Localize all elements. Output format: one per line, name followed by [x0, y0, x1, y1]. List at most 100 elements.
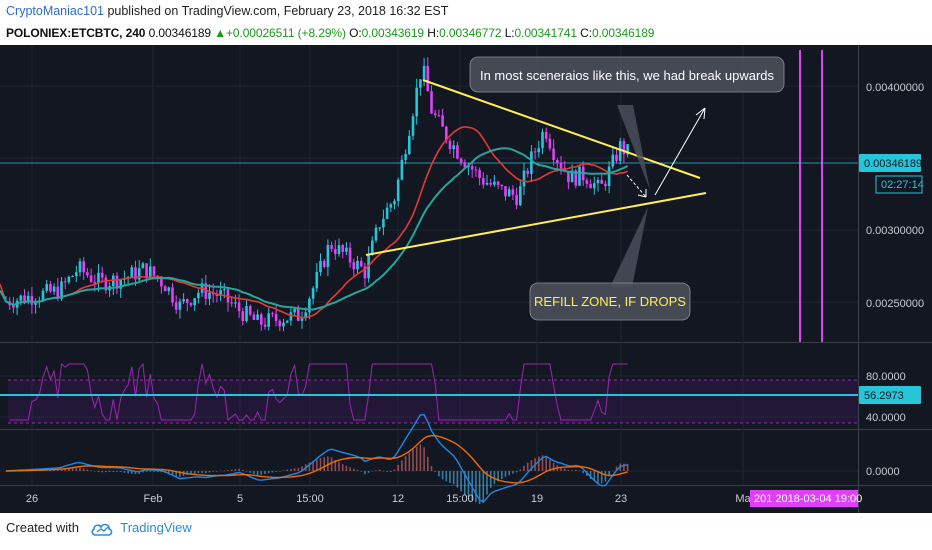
histogram-bar — [364, 471, 366, 475]
histogram-bar — [445, 471, 448, 482]
histogram-bar — [575, 469, 577, 471]
histogram-bar — [615, 466, 618, 471]
histogram-bar — [353, 468, 355, 471]
close-value: 0.00346189 — [591, 26, 655, 40]
histogram-bar — [560, 466, 562, 471]
histogram-bar — [489, 471, 492, 488]
price-pane[interactable] — [0, 45, 858, 342]
histogram-bar — [386, 471, 388, 472]
candle-body — [456, 145, 459, 159]
histogram-bar — [401, 460, 403, 471]
histogram-bar — [427, 456, 429, 471]
upper-trendline[interactable] — [422, 79, 701, 179]
histogram-bar — [412, 449, 414, 471]
candle-body — [248, 306, 252, 315]
candle-body — [544, 131, 548, 139]
lower-trendline[interactable] — [365, 192, 707, 256]
candle-body — [141, 263, 145, 269]
candle-body — [189, 302, 193, 306]
histogram-bar — [171, 471, 174, 476]
candle-body — [359, 260, 363, 267]
candle-body — [470, 166, 474, 170]
histogram-bar — [597, 471, 599, 484]
candle-body — [86, 272, 89, 276]
candle-body — [123, 278, 126, 280]
tradingview-link[interactable]: TradingView — [120, 520, 192, 535]
time-axis: 26 Feb 5 15:00 12 15:00 19 23 Ma — [26, 493, 752, 505]
histogram-bar — [493, 471, 496, 484]
candle-body — [30, 295, 34, 305]
candle-body — [274, 313, 278, 321]
histogram-bar — [90, 470, 92, 471]
histogram-bar — [323, 457, 325, 471]
time-tick: 12 — [392, 493, 404, 505]
candle-body — [160, 278, 163, 287]
candle-body — [267, 313, 270, 327]
author-link[interactable]: CryptoManiac101 — [6, 4, 104, 18]
candle-body — [507, 189, 511, 197]
candle-body — [578, 166, 581, 186]
ma-teal-line — [0, 147, 629, 311]
candle-body — [337, 245, 341, 255]
histogram-bar — [116, 471, 118, 472]
candle-body — [519, 186, 522, 206]
time-tick: Feb — [144, 493, 163, 505]
candle-body — [500, 184, 504, 187]
countdown-label: 02:27:14 — [881, 179, 924, 191]
candle-body — [82, 261, 85, 273]
candle-body — [245, 306, 248, 322]
histogram-bar — [197, 471, 200, 473]
histogram-bar — [441, 471, 444, 480]
histogram-bar — [153, 471, 155, 472]
candle-body — [493, 181, 496, 185]
histogram-bar — [512, 471, 514, 474]
candle-body — [178, 301, 182, 310]
histogram-bar — [371, 471, 374, 472]
top-annotation[interactable]: In most sceneraios like this, we had bre… — [469, 56, 785, 190]
histogram-bar — [397, 464, 399, 471]
candle-body — [622, 141, 626, 155]
candle-body — [389, 204, 393, 208]
candle-body — [600, 179, 603, 184]
histogram-bar — [475, 471, 477, 503]
candle-body — [570, 170, 574, 183]
candle-body — [511, 189, 515, 195]
candle-body — [430, 91, 433, 114]
time-tick: 15:00 — [446, 493, 474, 505]
candle-body — [215, 294, 219, 296]
histogram-bar — [508, 471, 510, 476]
candle-body — [322, 260, 326, 267]
tradingview-cloud-icon — [91, 523, 112, 536]
histogram-bar — [308, 462, 311, 471]
histogram-bar — [549, 459, 551, 471]
chart-canvas[interactable]: In most sceneraios like this, we had bre… — [0, 45, 932, 513]
histogram-bar — [545, 455, 547, 471]
candle-body — [441, 115, 444, 127]
histogram-bar — [612, 470, 614, 472]
up-triangle-icon: ▲ — [214, 26, 227, 40]
candle-body — [19, 295, 23, 301]
candle-body — [618, 141, 622, 161]
candle-body — [433, 113, 437, 116]
candle-body — [130, 267, 134, 278]
histogram-bar — [212, 471, 214, 472]
candle-body — [89, 275, 93, 282]
histogram-bar — [201, 471, 203, 474]
candle-body — [533, 151, 537, 153]
last-price: 0.00346189 — [148, 26, 212, 40]
up-arrow — [654, 107, 706, 196]
candle-body — [526, 170, 529, 174]
histogram-bar — [256, 471, 259, 475]
time-tick: 26 — [26, 493, 38, 505]
bottom-annotation[interactable]: REFILL ZONE, IF DROPS — [529, 207, 691, 321]
candle-body — [378, 227, 381, 229]
candle-body — [304, 312, 307, 319]
histogram-bar — [86, 469, 89, 471]
candle-body — [63, 281, 67, 283]
candle-body — [437, 115, 441, 117]
footer: Created with TradingView — [6, 520, 192, 536]
histogram-bar — [523, 465, 525, 471]
candle-body — [134, 267, 137, 280]
histogram-bar — [249, 471, 251, 473]
histogram-bar — [434, 471, 436, 472]
